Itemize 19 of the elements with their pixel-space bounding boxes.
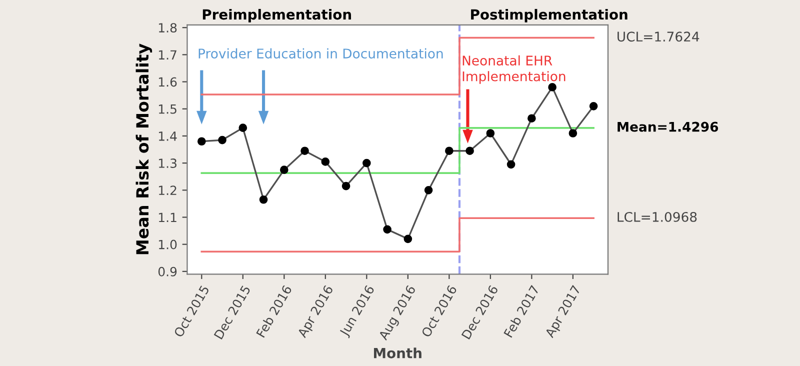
annotation: Provider Education in Documentation xyxy=(198,48,443,59)
y-tick-label: 1.2 xyxy=(158,186,176,195)
y-tick-label: 1.8 xyxy=(158,23,177,33)
text: Mean=1.4296 xyxy=(618,122,718,132)
y-tick-label: 1.4 xyxy=(158,132,177,141)
y-tick-label: 0.9 xyxy=(158,266,177,276)
text: Postimplementation xyxy=(471,8,628,22)
y-tick-label: 1.3 xyxy=(158,158,176,168)
y-tick-label: 1.5 xyxy=(158,104,176,114)
x-axis-title: Month xyxy=(374,348,422,358)
y-tick-label: 1.7 xyxy=(158,50,176,60)
text: Preimplementation xyxy=(202,8,351,22)
text: LCL=1.0968 xyxy=(618,212,697,222)
y-tick-label: 1.1 xyxy=(158,212,176,222)
y-tick-label: 1.0 xyxy=(158,240,177,250)
y-axis-title: Mean Risk of Mortality xyxy=(136,44,152,254)
text: UCL=1.7624 xyxy=(618,32,700,42)
annotation: Neonatal EHR Implementation xyxy=(462,55,566,84)
y-tick-label: 1.6 xyxy=(158,77,177,87)
